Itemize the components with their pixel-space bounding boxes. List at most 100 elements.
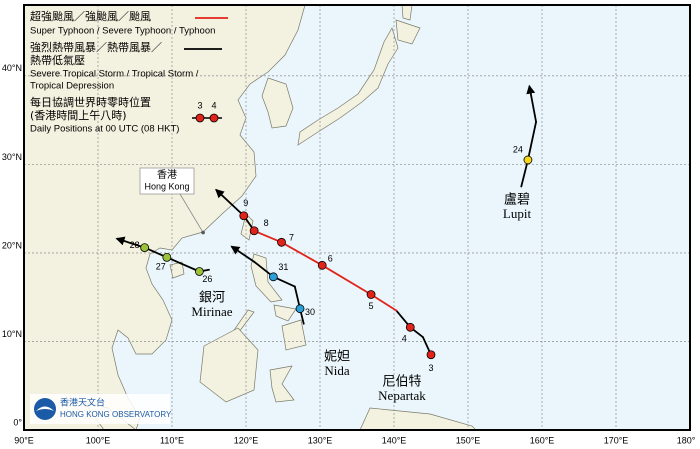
- y-tick-label: 40°N: [2, 63, 22, 73]
- x-tick-label: 170°E: [604, 435, 629, 445]
- logo-en: Hong Kong Observatory: [60, 410, 172, 419]
- day-label: 4: [402, 334, 407, 344]
- y-tick-label: 30°N: [2, 152, 22, 162]
- storm-name-zh: 尼伯特: [382, 375, 421, 390]
- storm-name-en: Nepartak: [378, 388, 426, 403]
- track-segment: [115, 236, 146, 249]
- storm-name-zh: 妮妲: [324, 350, 350, 365]
- hk-point: [201, 230, 205, 235]
- track-segment: [527, 120, 537, 161]
- daily-position: [317, 260, 327, 270]
- x-tick-label: 150°E: [456, 435, 481, 445]
- sulawesi: [269, 365, 295, 403]
- legend-sample-day: 3: [197, 100, 202, 110]
- legend-daily-zh-1: 每日協調世界時零時位置: [30, 95, 151, 109]
- storm-name-en: Mirinae: [191, 304, 232, 319]
- track-segment: [526, 84, 537, 123]
- daily-position: [162, 252, 172, 262]
- legend: 超強颱風／強颱風／颱風 Super Typhoon / Severe Typho…: [30, 9, 228, 135]
- storm-name-zh: 盧碧: [504, 193, 530, 208]
- legend-daily-zh-2: (香港時間上午八時): [30, 109, 127, 122]
- sakhalin: [401, 5, 413, 21]
- legend-typhoon-en: Super Typhoon / Severe Typhoon / Typhoon: [30, 26, 215, 37]
- legend-storm-zh-1: 強烈熱帶風暴／熱帶風暴／: [30, 41, 162, 54]
- legend-daily-en: Daily Positions at 00 UTC (08 HKT): [30, 124, 179, 135]
- day-label: 9: [243, 198, 248, 208]
- x-tick-label: 130°E: [308, 435, 333, 445]
- hk-label-en: Hong Kong: [144, 181, 189, 191]
- x-tick-label: 160°E: [530, 435, 555, 445]
- daily-position: [523, 155, 533, 165]
- day-label: 5: [369, 301, 374, 311]
- x-tick-label: 100°E: [86, 435, 111, 445]
- y-tick-label: 10°N: [2, 329, 22, 339]
- borneo: [199, 327, 259, 403]
- hk-label-box: [139, 167, 195, 195]
- legend-sample-point: [195, 113, 205, 123]
- y-tick-label: 20°N: [2, 240, 22, 250]
- taiwan: [240, 213, 254, 241]
- track-segment: [370, 293, 398, 312]
- track-segment: [253, 229, 283, 244]
- map-frame: [23, 4, 691, 431]
- legend-storm-en-1: Severe Tropical Storm / Tropical Storm /: [30, 69, 199, 80]
- day-label: 7: [289, 233, 294, 243]
- legend-storm-zh-2: 熱帶低氣壓: [30, 53, 85, 67]
- japan: [297, 27, 399, 146]
- daily-position: [295, 304, 305, 314]
- day-label: 30: [305, 307, 315, 317]
- x-tick-label: 110°E: [160, 435, 184, 445]
- day-label: 28: [130, 240, 140, 250]
- asia-mainland: [24, 5, 306, 430]
- storm-name-en: Lupit: [503, 206, 532, 221]
- legend-sample-day: 4: [211, 100, 216, 110]
- logo-emblem-wave: [36, 406, 54, 411]
- day-label: 31: [278, 262, 288, 272]
- daily-position: [249, 226, 259, 236]
- korea: [261, 77, 294, 129]
- x-tick-label: 120°E: [234, 435, 259, 445]
- daily-position: [426, 350, 436, 360]
- hk-label-zh: 香港: [157, 169, 177, 181]
- x-tick-label: 180°: [677, 435, 696, 445]
- hokkaido: [395, 19, 421, 45]
- mindanao: [281, 319, 307, 351]
- visayas: [273, 304, 297, 322]
- day-label: 3: [428, 363, 433, 373]
- day-label: 6: [328, 254, 333, 264]
- storm-name-zh: 銀河: [199, 291, 225, 306]
- day-label: 27: [156, 262, 166, 272]
- logo: 香港天文台 Hong Kong Observatory: [30, 394, 172, 424]
- daily-position: [140, 243, 150, 253]
- day-label: 24: [513, 144, 523, 154]
- track-segment: [321, 264, 372, 296]
- hk-label: 香港 Hong Kong: [139, 167, 195, 195]
- track-segment: [280, 241, 324, 267]
- new-guinea: [359, 407, 477, 430]
- day-label: 26: [202, 274, 212, 284]
- x-tick-label: 140°E: [382, 435, 407, 445]
- x-tick-label: 90°E: [14, 435, 34, 445]
- track-segment: [520, 159, 529, 188]
- logo-zh: 香港天文台: [60, 397, 105, 409]
- storm-name-en: Nida: [324, 363, 350, 378]
- legend-sample-point: [209, 113, 219, 123]
- daily-position: [239, 211, 249, 221]
- daily-position: [366, 290, 376, 299]
- daily-position: [268, 272, 278, 282]
- daily-position: [405, 322, 415, 332]
- day-label: 8: [264, 218, 269, 228]
- track-segment: [230, 245, 256, 263]
- track-segment: [165, 256, 201, 273]
- land: [24, 5, 477, 430]
- daily-position: [194, 267, 204, 276]
- y-tick-label: 0°: [13, 417, 22, 427]
- legend-typhoon-zh: 超強颱風／強颱風／颱風: [30, 9, 151, 23]
- tracks: 3456789尼伯特Nepartak3031妮妲Nida262728銀河Miri…: [115, 84, 537, 403]
- daily-position: [277, 237, 286, 247]
- legend-storm-en-2: Tropical Depression: [30, 81, 114, 92]
- hk-leader: [179, 193, 204, 233]
- track-segment: [215, 188, 245, 217]
